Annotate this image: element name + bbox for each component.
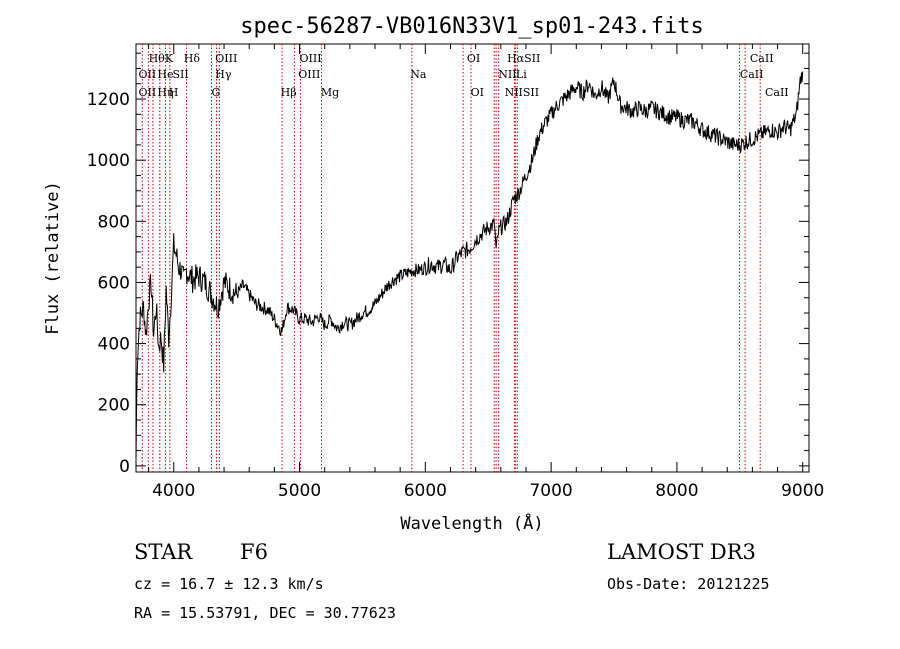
chart-title: spec-56287-VB016N33V1_sp01-243.fits	[240, 14, 704, 39]
line-markers	[141, 44, 761, 472]
line-label: OIII	[298, 68, 320, 81]
y-tick-label: 1000	[87, 151, 130, 171]
line-label: Li	[516, 68, 527, 81]
line-label: Hη	[157, 86, 173, 99]
x-tick-label: 6000	[404, 481, 447, 501]
line-label: Na	[410, 68, 427, 81]
line-label: OII	[139, 68, 157, 81]
line-label: CaII	[765, 86, 789, 99]
line-label: CaII	[750, 52, 774, 65]
line-label: Mg	[321, 86, 339, 99]
x-tick-label: 7000	[529, 481, 572, 501]
plot-frame	[135, 43, 810, 473]
line-label: OIII	[215, 52, 237, 65]
y-tick-label: 200	[98, 396, 130, 416]
line-label: H	[169, 86, 179, 99]
y-tick-label: 800	[98, 212, 130, 232]
x-axis-label: Wavelength (Å)	[400, 512, 543, 534]
line-label: OI	[471, 86, 484, 99]
x-tick-label: 8000	[655, 481, 698, 501]
axis-ticks: 4000 5000 6000 7000 8000 9000 0 200 400 600 800 100…	[87, 44, 824, 501]
survey-name: LAMOST DR3	[607, 540, 756, 564]
line-label: Hβ	[281, 86, 297, 99]
object-subclass: F6	[240, 540, 268, 564]
x-tick-label: 4000	[152, 481, 195, 501]
line-label: OI	[467, 52, 480, 65]
x-tick-label: 5000	[278, 481, 321, 501]
line-label: NII	[498, 68, 516, 81]
redshift-cz: cz = 16.7 ± 12.3 km/s	[134, 575, 324, 593]
ra-dec: RA = 15.53791, DEC = 30.77623	[134, 604, 396, 622]
line-label: SII	[172, 68, 188, 81]
flux-series-line	[135, 71, 804, 461]
line-label: HαSII	[507, 52, 540, 65]
line-label: OII	[139, 86, 157, 99]
observation-date: Obs-Date: 20121225	[607, 575, 770, 593]
line-label: He	[157, 68, 173, 81]
y-tick-label: 0	[119, 457, 130, 477]
y-tick-label: 400	[98, 335, 130, 355]
line-label: NIISII	[505, 86, 540, 99]
line-label: Hδ	[184, 52, 201, 65]
object-class: STAR	[134, 540, 193, 564]
line-label: Hγ	[215, 68, 232, 81]
y-tick-label: 600	[98, 273, 130, 293]
line-label: CaII	[740, 68, 764, 81]
line-label: G	[211, 86, 220, 99]
line-label: OIII	[300, 52, 322, 65]
x-tick-label: 9000	[781, 481, 824, 501]
y-axis-label: Flux (relative)	[43, 181, 63, 335]
line-label: K	[165, 52, 174, 65]
line-label: Hθ	[149, 52, 166, 65]
y-tick-label: 1200	[87, 90, 130, 110]
